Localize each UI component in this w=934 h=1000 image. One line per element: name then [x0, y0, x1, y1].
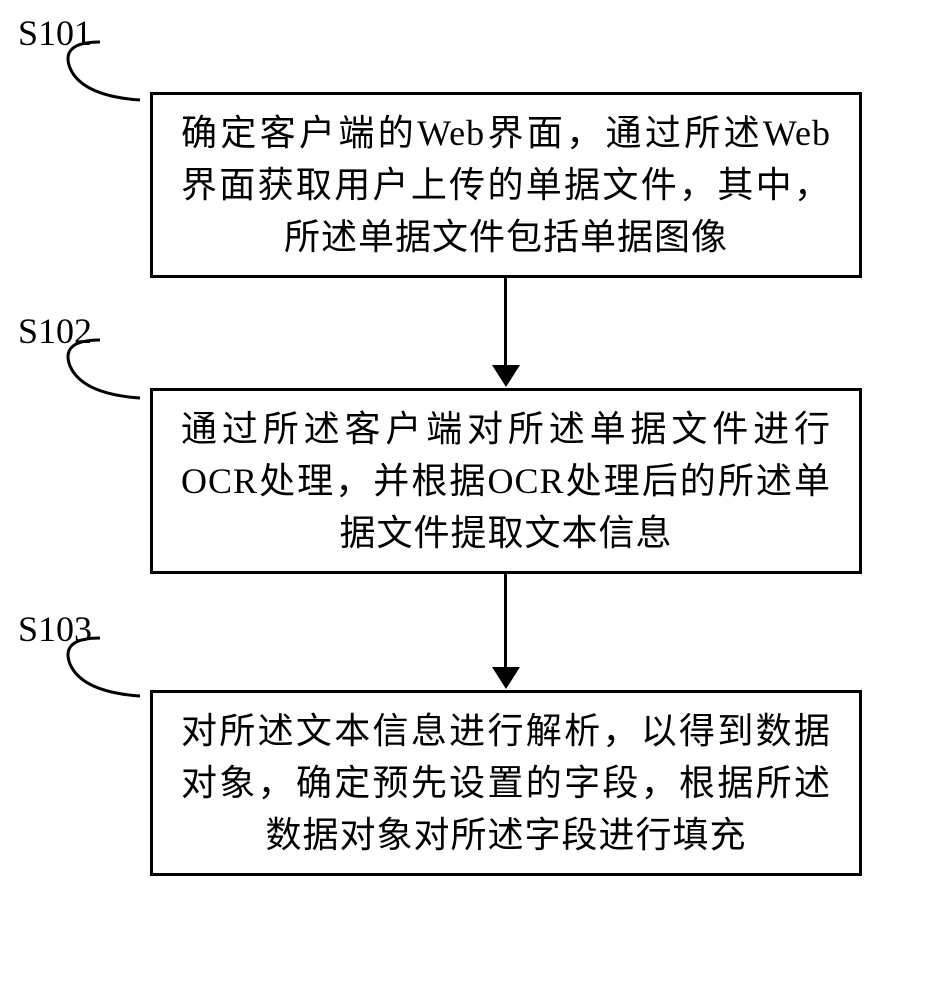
arrow-line-2	[504, 574, 507, 670]
step-text-s102: 通过所述客户端对所述单据文件进行OCR处理，并根据OCR处理后的所述单据文件提取…	[181, 403, 831, 560]
step-label-text: S103	[18, 609, 92, 649]
step-label-s102: S102	[18, 310, 92, 352]
arrow-head-2	[492, 667, 520, 689]
step-box-s102: 通过所述客户端对所述单据文件进行OCR处理，并根据OCR处理后的所述单据文件提取…	[150, 388, 862, 574]
arrow-line-1	[504, 278, 507, 368]
step-label-s101: S101	[18, 12, 92, 54]
step-label-text: S101	[18, 13, 92, 53]
step-label-text: S102	[18, 311, 92, 351]
step-text-s101: 确定客户端的Web界面，通过所述Web界面获取用户上传的单据文件，其中，所述单据…	[181, 107, 831, 264]
step-box-s101: 确定客户端的Web界面，通过所述Web界面获取用户上传的单据文件，其中，所述单据…	[150, 92, 862, 278]
step-text-s103: 对所述文本信息进行解析，以得到数据对象，确定预先设置的字段，根据所述数据对象对所…	[181, 705, 831, 862]
arrow-head-1	[492, 365, 520, 387]
step-label-s103: S103	[18, 608, 92, 650]
step-box-s103: 对所述文本信息进行解析，以得到数据对象，确定预先设置的字段，根据所述数据对象对所…	[150, 690, 862, 876]
